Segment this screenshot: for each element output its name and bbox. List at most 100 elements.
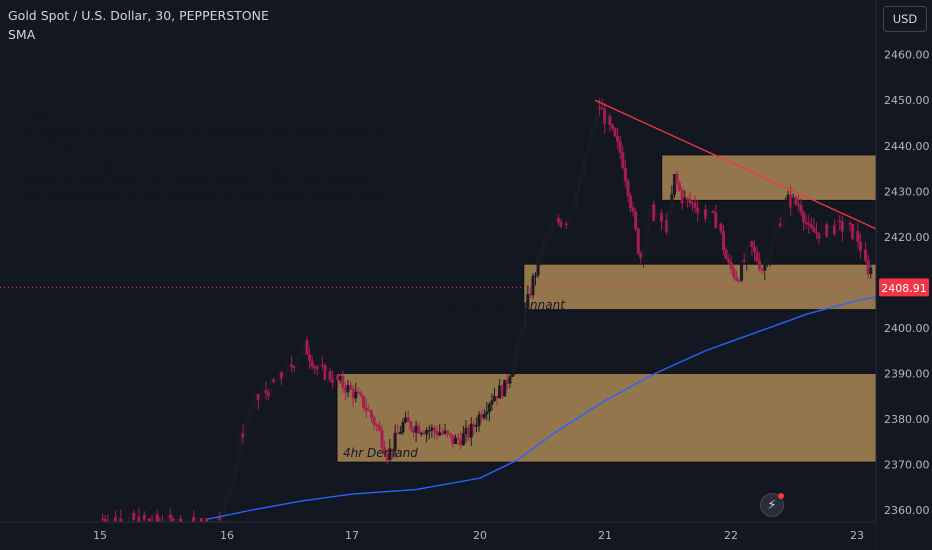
candle-body <box>567 216 571 225</box>
candle-body <box>534 274 538 277</box>
candle-body <box>856 231 860 242</box>
candle-body <box>372 417 376 425</box>
candle-body <box>861 249 865 252</box>
candle-body <box>528 293 532 296</box>
candle-body <box>582 156 586 175</box>
candle-body <box>267 392 271 396</box>
candle-body <box>269 379 273 396</box>
zone-rect <box>523 263 877 311</box>
alert-bolt-icon[interactable]: ⚡ <box>760 493 784 517</box>
candle-body <box>714 212 718 229</box>
candle-body <box>493 396 497 401</box>
candle-body <box>575 192 579 206</box>
candle-body <box>406 417 410 423</box>
candle-body <box>377 425 381 431</box>
y-tick-label: 2450.00 <box>884 94 930 107</box>
candle-body <box>809 224 813 228</box>
candle-body <box>639 253 643 259</box>
candle-body <box>830 225 834 230</box>
candle-body <box>812 227 816 233</box>
candle-body <box>598 107 602 109</box>
candle-body <box>781 215 785 227</box>
candle-body <box>254 394 258 401</box>
candle-body <box>603 108 607 124</box>
candle-body <box>521 328 525 333</box>
note-line: based on how strong the metals market is… <box>22 173 374 188</box>
candle-body <box>508 376 512 384</box>
zone-rect <box>661 154 877 201</box>
candle-body <box>618 141 622 153</box>
candle-body <box>279 372 283 379</box>
candle-body <box>490 400 494 405</box>
candle-body <box>838 220 842 222</box>
candle-body <box>305 340 309 355</box>
candle-body <box>675 174 679 184</box>
currency-button[interactable]: USD <box>883 6 927 32</box>
candle-body <box>820 228 824 239</box>
candle-body <box>409 421 413 430</box>
candle-body <box>142 514 146 520</box>
candle-body <box>845 222 849 229</box>
candle-body <box>722 230 726 251</box>
candle-body <box>336 374 340 381</box>
candle-body <box>851 223 855 239</box>
candle-body <box>487 404 491 412</box>
x-tick-label: 17 <box>345 529 359 542</box>
candle-body <box>323 365 327 380</box>
candle-body <box>745 246 749 261</box>
candle-body <box>375 424 379 426</box>
candle-body <box>853 231 857 239</box>
candle-body <box>814 231 818 234</box>
note-line: 1TF long setup. <box>22 136 112 151</box>
candle-body <box>817 232 821 239</box>
candle-body <box>430 427 434 431</box>
zone-label-wedge: 30minute wedge pennant <box>410 298 565 312</box>
y-tick-label: 2380.00 <box>884 413 930 426</box>
x-tick-label: 22 <box>724 529 738 542</box>
y-tick-label: 2420.00 <box>884 231 930 244</box>
candle-body <box>147 518 151 522</box>
candle-body <box>531 276 535 296</box>
indicator-label[interactable]: SMA <box>8 27 36 42</box>
candle-body <box>472 423 476 427</box>
candle-body <box>727 258 731 263</box>
candle-body <box>467 427 471 438</box>
candle-body <box>456 437 460 440</box>
candle-body <box>480 414 484 419</box>
candle-body <box>328 371 332 380</box>
note-line: day-trades/scalps to the downside if pri… <box>22 186 386 201</box>
candle-body <box>577 179 581 193</box>
candle-body <box>459 439 463 446</box>
candle-body <box>500 385 504 397</box>
candle-body <box>477 414 481 426</box>
candle-body <box>249 410 253 418</box>
candle-body <box>341 376 345 388</box>
candle-body <box>755 251 759 262</box>
candle-body <box>432 427 436 432</box>
text-annotation: Options: 1) waiting for price to break to… <box>22 112 452 200</box>
candle-body <box>536 255 540 276</box>
candle-body <box>634 211 638 229</box>
candle-body <box>559 222 563 227</box>
candle-body <box>835 220 839 235</box>
y-tick-label: 2460.00 <box>884 49 930 62</box>
candle-body <box>719 223 723 232</box>
candle-body <box>168 514 172 519</box>
candle-body <box>111 517 115 522</box>
candle-body <box>572 205 576 213</box>
candle-body <box>251 399 255 411</box>
candle-body <box>590 125 594 138</box>
candle-body <box>778 223 782 227</box>
price-axis-panel <box>876 0 932 550</box>
y-tick-label: 2400.00 <box>884 322 930 335</box>
candle-body <box>333 374 337 383</box>
candle-body <box>587 137 591 152</box>
candle-body <box>310 360 314 368</box>
candle-body <box>763 261 767 271</box>
candle-body <box>129 513 133 518</box>
candle-body <box>101 518 105 521</box>
candle-body <box>765 261 769 263</box>
zone-rect <box>336 372 877 463</box>
last-price-label: 2408.91 <box>881 282 927 295</box>
